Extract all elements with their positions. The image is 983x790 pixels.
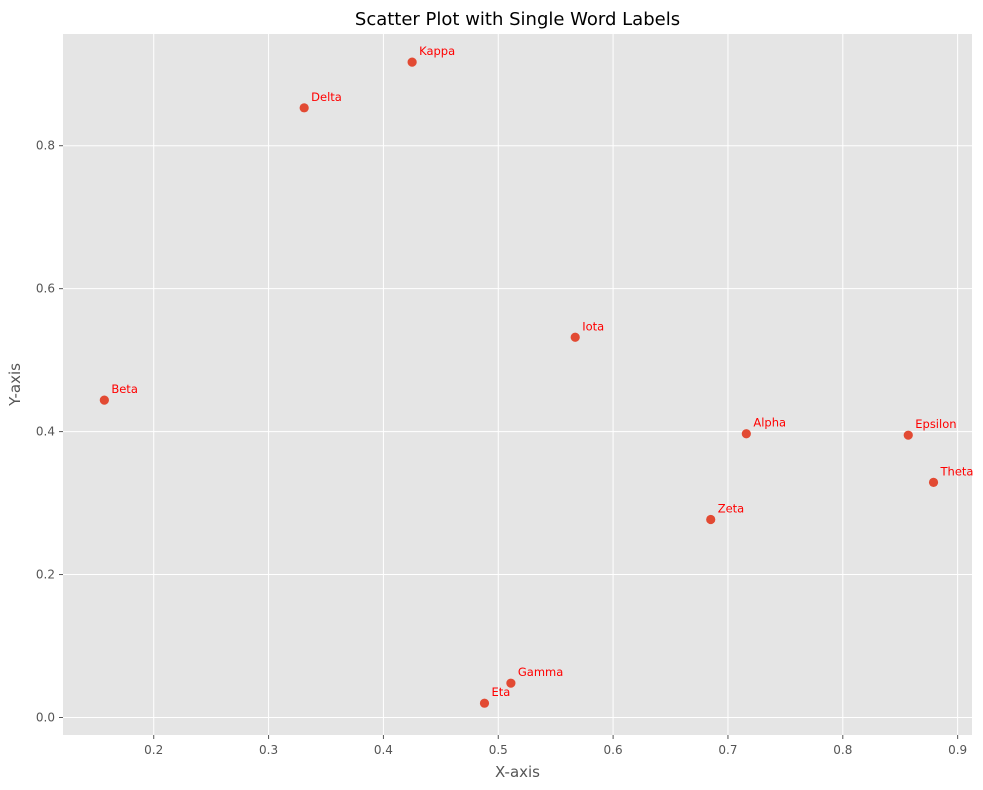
y-tick-label: 0.6 bbox=[36, 282, 55, 296]
point-label-iota: Iota bbox=[582, 319, 604, 333]
x-tick-label: 0.5 bbox=[489, 743, 508, 757]
data-point-iota bbox=[570, 332, 580, 342]
data-point-theta bbox=[928, 477, 939, 487]
data-point-zeta bbox=[706, 514, 716, 525]
data-point-beta bbox=[99, 395, 109, 405]
x-tick-label: 0.7 bbox=[718, 743, 737, 757]
point-label-kappa: Kappa bbox=[419, 44, 455, 58]
data-point-alpha bbox=[741, 429, 751, 439]
x-tick-label: 0.4 bbox=[374, 743, 393, 757]
x-tick-label: 0.8 bbox=[833, 743, 852, 757]
point-label-eta: Eta bbox=[491, 685, 510, 699]
x-tick-label: 0.9 bbox=[948, 743, 967, 757]
x-tick-label: 0.2 bbox=[144, 743, 163, 757]
data-points bbox=[99, 57, 939, 708]
data-point-delta bbox=[299, 103, 309, 113]
chart-title: Scatter Plot with Single Word Labels bbox=[355, 9, 680, 30]
x-axis-label: X-axis bbox=[495, 763, 540, 781]
y-tick-label: 0.8 bbox=[36, 139, 55, 153]
plot-area bbox=[63, 34, 972, 735]
point-label-theta: Theta bbox=[940, 464, 974, 478]
point-label-zeta: Zeta bbox=[718, 502, 745, 516]
point-labels: Alpha Beta Gamma Delta Epsilon Zeta Eta Theta Io… bbox=[111, 44, 973, 699]
data-point-epsilon bbox=[903, 430, 913, 440]
x-tick-label: 0.3 bbox=[259, 743, 278, 757]
y-tick-label: 0.2 bbox=[36, 568, 55, 582]
y-tick-label: 0.0 bbox=[36, 710, 55, 724]
y-axis-label: Y-axis bbox=[6, 363, 24, 407]
grid-lines bbox=[63, 34, 972, 735]
y-tick-label: 0.4 bbox=[36, 425, 55, 439]
point-label-beta: Beta bbox=[111, 382, 138, 396]
point-label-alpha: Alpha bbox=[753, 416, 786, 430]
point-label-gamma: Gamma bbox=[518, 665, 563, 679]
point-label-delta: Delta bbox=[311, 90, 342, 104]
point-label-epsilon: Epsilon bbox=[915, 417, 956, 431]
axis-ticks: 0.2 0.3 0.4 0.5 0.6 0.7 0.8 0.9 0.0 0.2 0.4 0.6 0.8 bbox=[36, 139, 967, 757]
data-point-gamma bbox=[506, 678, 516, 688]
data-point-eta bbox=[479, 698, 490, 708]
data-point-kappa bbox=[407, 57, 417, 67]
x-tick-label: 0.6 bbox=[604, 743, 623, 757]
